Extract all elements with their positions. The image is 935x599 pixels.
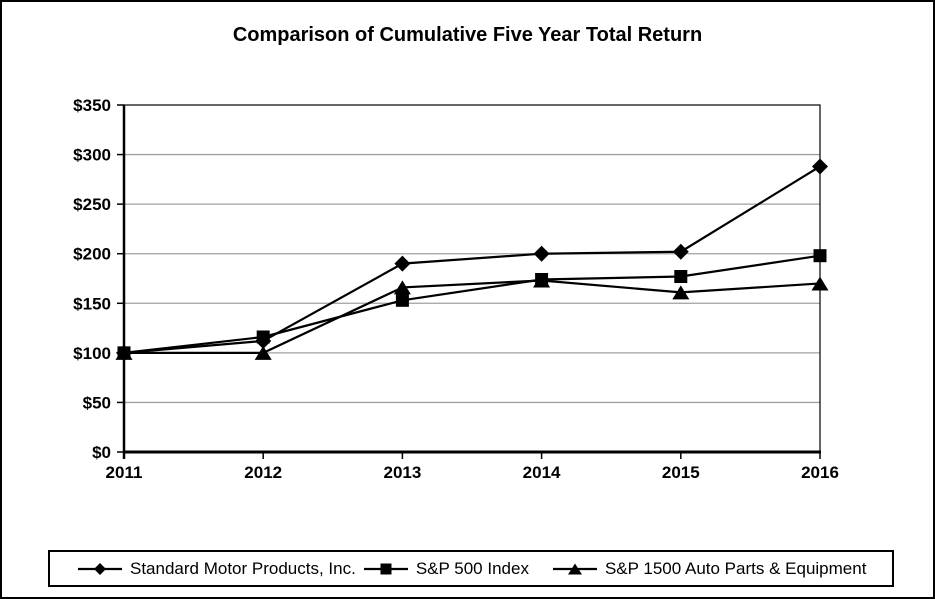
y-tick-label: $300 [73,146,111,165]
legend-label: S&P 500 Index [415,558,529,578]
y-tick-label: $150 [73,294,111,313]
legend-label: Standard Motor Products, Inc. [130,558,356,578]
square-legend-icon [363,563,408,574]
diamond-marker [394,255,411,272]
diamond-marker [812,158,828,175]
triangle-marker [811,276,829,291]
diamond-marker [533,245,550,262]
chart-title: Comparison of Cumulative Five Year Total… [232,24,703,46]
legend-item-s-p-500-index: S&P 500 Index [363,558,529,579]
x-tick-label: 2012 [244,463,282,482]
square-marker [256,330,270,344]
x-tick-label: 2015 [662,463,700,482]
y-tick-label: $350 [73,96,111,115]
y-tick-label: $0 [92,443,111,462]
y-tick-label: $100 [73,344,111,363]
y-tick-label: $200 [73,245,111,264]
x-tick-label: 2011 [106,463,143,482]
x-tick-label: 2013 [383,463,421,482]
square-marker [395,293,409,307]
plot-border [123,104,821,453]
square-marker [535,272,549,286]
series-line-standard-motor-products-inc [123,165,821,354]
series-line-s-p-1500-auto-parts-equipment [124,279,821,354]
triangle-marker [393,280,411,295]
y-tick-label: $250 [73,195,111,214]
diamond-marker [672,243,689,260]
y-tick-label: $50 [83,393,111,412]
x-tick-label: 2016 [801,463,839,482]
legend: Standard Motor Products, Inc. S&P 500 Ind… [48,550,894,587]
legend-item-standard-motor-products-inc: Standard Motor Products, Inc. [78,559,356,579]
square-marker [674,270,688,284]
legend-item-s-p-1500-auto-parts-equipment: S&P 1500 Auto Parts & Equipment [552,558,867,579]
square-marker [813,249,827,263]
x-tick-label: 2014 [523,463,561,482]
legend-label: S&P 1500 Auto Parts & Equipment [604,558,867,578]
triangle-legend-icon [552,563,597,574]
diamond-legend-icon [78,562,122,575]
triangle-marker [672,285,690,300]
triangle-marker [254,345,272,360]
series-line-s-p-500-index [123,254,821,354]
square-marker [117,346,131,360]
